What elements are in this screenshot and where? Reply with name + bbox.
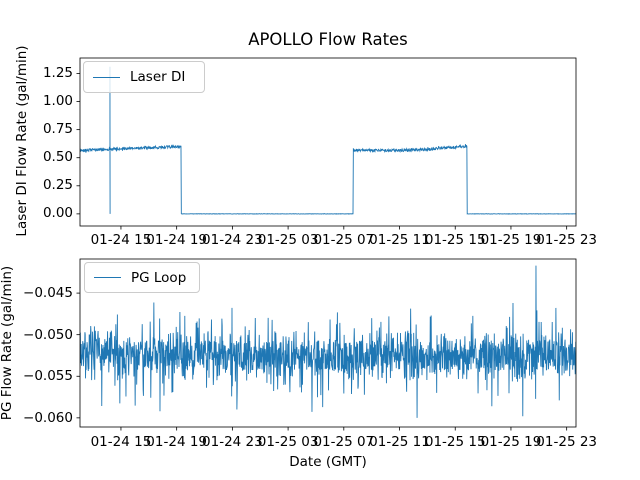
laser-di-legend-line-icon <box>93 76 120 78</box>
y-tick-label: −0.060 <box>23 410 73 427</box>
x-tick-label: 01-24 23 <box>202 232 263 249</box>
y-tick-label: −0.045 <box>23 285 73 302</box>
y-tick-label: −0.055 <box>23 368 73 385</box>
x-tick-label: 01-24 19 <box>146 232 208 249</box>
x-tick-label: 01-25 15 <box>424 433 486 450</box>
x-tick-label: 01-25 07 <box>313 433 375 450</box>
pg-loop-line <box>80 265 576 419</box>
x-tick-label: 01-24 19 <box>146 433 208 450</box>
y-tick-label: 0.75 <box>42 121 73 138</box>
y-tick-label: 0.00 <box>42 205 73 222</box>
x-tick-label: 01-25 19 <box>480 433 542 450</box>
x-tick-label: 01-24 15 <box>90 232 152 249</box>
x-axis-label: Date (GMT) <box>289 454 367 470</box>
x-tick-label: 01-25 07 <box>313 232 375 249</box>
bottom-legend: PG Loop <box>84 262 200 293</box>
x-tick-label: 01-25 11 <box>369 232 430 249</box>
x-tick-label: 01-25 15 <box>424 232 486 249</box>
axes-frame <box>79 57 577 226</box>
y-tick-label: −0.050 <box>23 326 73 343</box>
top-plot-area <box>76 57 577 230</box>
x-tick-label: 01-24 23 <box>202 433 263 450</box>
y-tick-label: 1.25 <box>42 65 73 82</box>
axes-frame <box>79 258 577 428</box>
y-tick-label: 0.25 <box>42 177 73 194</box>
pg-loop-legend-label: PG Loop <box>131 269 187 286</box>
laser-di-legend-label: Laser DI <box>130 69 186 85</box>
x-tick-label: 01-25 23 <box>536 232 598 249</box>
figure-title: APOLLO Flow Rates <box>248 30 408 49</box>
y-tick-label: 1.00 <box>42 93 73 110</box>
x-tick-label: 01-25 03 <box>257 433 319 450</box>
y-tick-label: 0.50 <box>42 149 73 166</box>
x-tick-label: 01-25 03 <box>257 232 319 249</box>
x-tick-label: 01-25 11 <box>369 433 430 450</box>
top-legend: Laser DI <box>83 61 205 93</box>
bottom-plot-area <box>76 258 577 431</box>
pg-loop-legend-line-icon <box>94 277 121 278</box>
x-tick-label: 01-25 23 <box>536 433 598 450</box>
laser-di-line <box>80 66 576 215</box>
x-tick-label: 01-25 19 <box>480 232 542 249</box>
x-tick-label: 01-24 15 <box>90 433 152 450</box>
